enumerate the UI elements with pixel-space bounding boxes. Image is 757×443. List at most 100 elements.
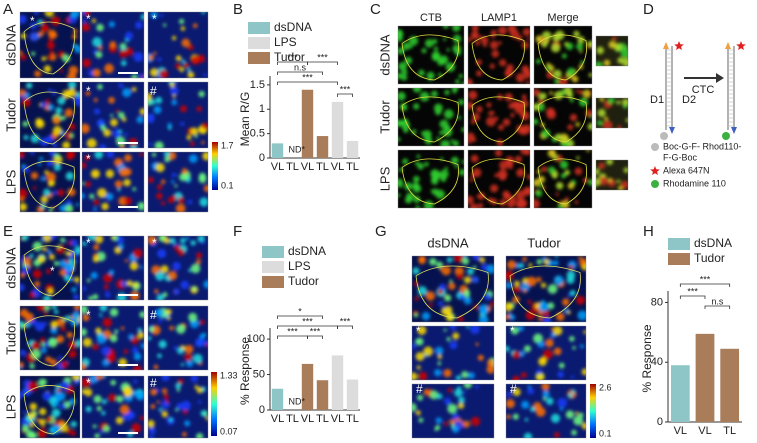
- blob: [441, 265, 451, 276]
- blob: [180, 280, 189, 290]
- blob: [398, 193, 401, 198]
- blob: [512, 375, 521, 380]
- colorbar-min-label: 0.1: [599, 428, 612, 438]
- blob: [29, 422, 35, 428]
- blob: [180, 121, 185, 126]
- blob: [180, 26, 186, 31]
- blob: [38, 418, 46, 426]
- micrograph-frame: [19, 235, 81, 301]
- blob: [195, 337, 205, 347]
- blob: [92, 343, 99, 351]
- blob: [571, 75, 579, 83]
- blob: [506, 391, 512, 397]
- blob: [92, 256, 100, 263]
- blob: [583, 330, 586, 335]
- panel-letter: D: [643, 1, 654, 18]
- blob: [596, 61, 603, 66]
- cell-outline: [23, 91, 75, 145]
- blob: [56, 388, 62, 393]
- blob: [443, 26, 449, 29]
- blob: [587, 45, 591, 49]
- blob: [92, 424, 97, 429]
- blob: [30, 349, 41, 360]
- blob: [566, 275, 575, 284]
- blob: [506, 414, 511, 420]
- blob: [581, 368, 586, 376]
- blob: [131, 87, 137, 92]
- blob: [37, 255, 46, 264]
- blob: [59, 269, 67, 276]
- blob: [573, 415, 584, 426]
- blob: [50, 320, 59, 329]
- blob: [597, 120, 603, 126]
- blob: [535, 372, 545, 380]
- blob: [525, 310, 536, 321]
- blob: [20, 152, 25, 159]
- blob: [175, 63, 182, 70]
- blob: [201, 12, 206, 15]
- blob: [164, 156, 171, 163]
- blob: [121, 117, 127, 122]
- blob: [36, 306, 46, 312]
- blob: [472, 34, 478, 39]
- blob: [65, 199, 73, 207]
- blob: [50, 16, 61, 26]
- blob: [616, 100, 621, 105]
- micrograph: [81, 151, 145, 213]
- blob: [536, 368, 542, 375]
- blob: [567, 124, 574, 131]
- blob: [398, 119, 402, 127]
- blob: [446, 337, 451, 342]
- column-header: dsDNA: [427, 235, 469, 250]
- blob: [57, 96, 66, 105]
- micrograph-frame: [147, 11, 209, 79]
- blob: [568, 265, 574, 271]
- blob: [36, 418, 41, 422]
- blob: [29, 32, 39, 42]
- blob: [67, 188, 76, 197]
- blob: [527, 387, 535, 395]
- blob: [39, 156, 44, 161]
- blobs: [20, 12, 80, 78]
- row-label: LPS: [3, 169, 18, 194]
- micrograph: [533, 149, 593, 209]
- blob: [123, 197, 132, 206]
- blob: [429, 390, 439, 400]
- blob: [569, 113, 578, 122]
- blob: [398, 62, 408, 71]
- blob: [437, 58, 445, 66]
- blob: [157, 353, 162, 359]
- blob: [99, 306, 108, 312]
- blob: [139, 108, 144, 115]
- blob: [471, 26, 479, 32]
- blob: [73, 28, 78, 34]
- blob: [450, 139, 454, 143]
- blob: [99, 144, 107, 148]
- blobs: [82, 82, 144, 148]
- blob: [176, 402, 184, 410]
- blob: [546, 109, 557, 120]
- micrograph: [397, 25, 465, 85]
- blob: [575, 122, 581, 127]
- blob: [60, 326, 66, 332]
- blobs: [148, 152, 208, 212]
- blob: [177, 347, 184, 355]
- blob: [537, 340, 545, 348]
- y-tick-label: 0.5: [250, 128, 265, 140]
- blob: [45, 268, 51, 274]
- legend-label: dsDNA: [694, 236, 732, 250]
- blob: [89, 376, 99, 384]
- scale-bar: [118, 206, 138, 208]
- annotation: ***: [302, 72, 313, 82]
- blob: [409, 45, 413, 49]
- blob: [205, 416, 208, 421]
- blob: [603, 59, 611, 66]
- x-tick-label: TL: [286, 413, 299, 425]
- blob: [167, 126, 172, 130]
- blob: [65, 171, 75, 181]
- blob: [101, 410, 106, 416]
- blob: [458, 99, 464, 106]
- column-header: Merge: [547, 12, 578, 24]
- blob: [38, 30, 44, 37]
- significance-bracket: [277, 81, 338, 85]
